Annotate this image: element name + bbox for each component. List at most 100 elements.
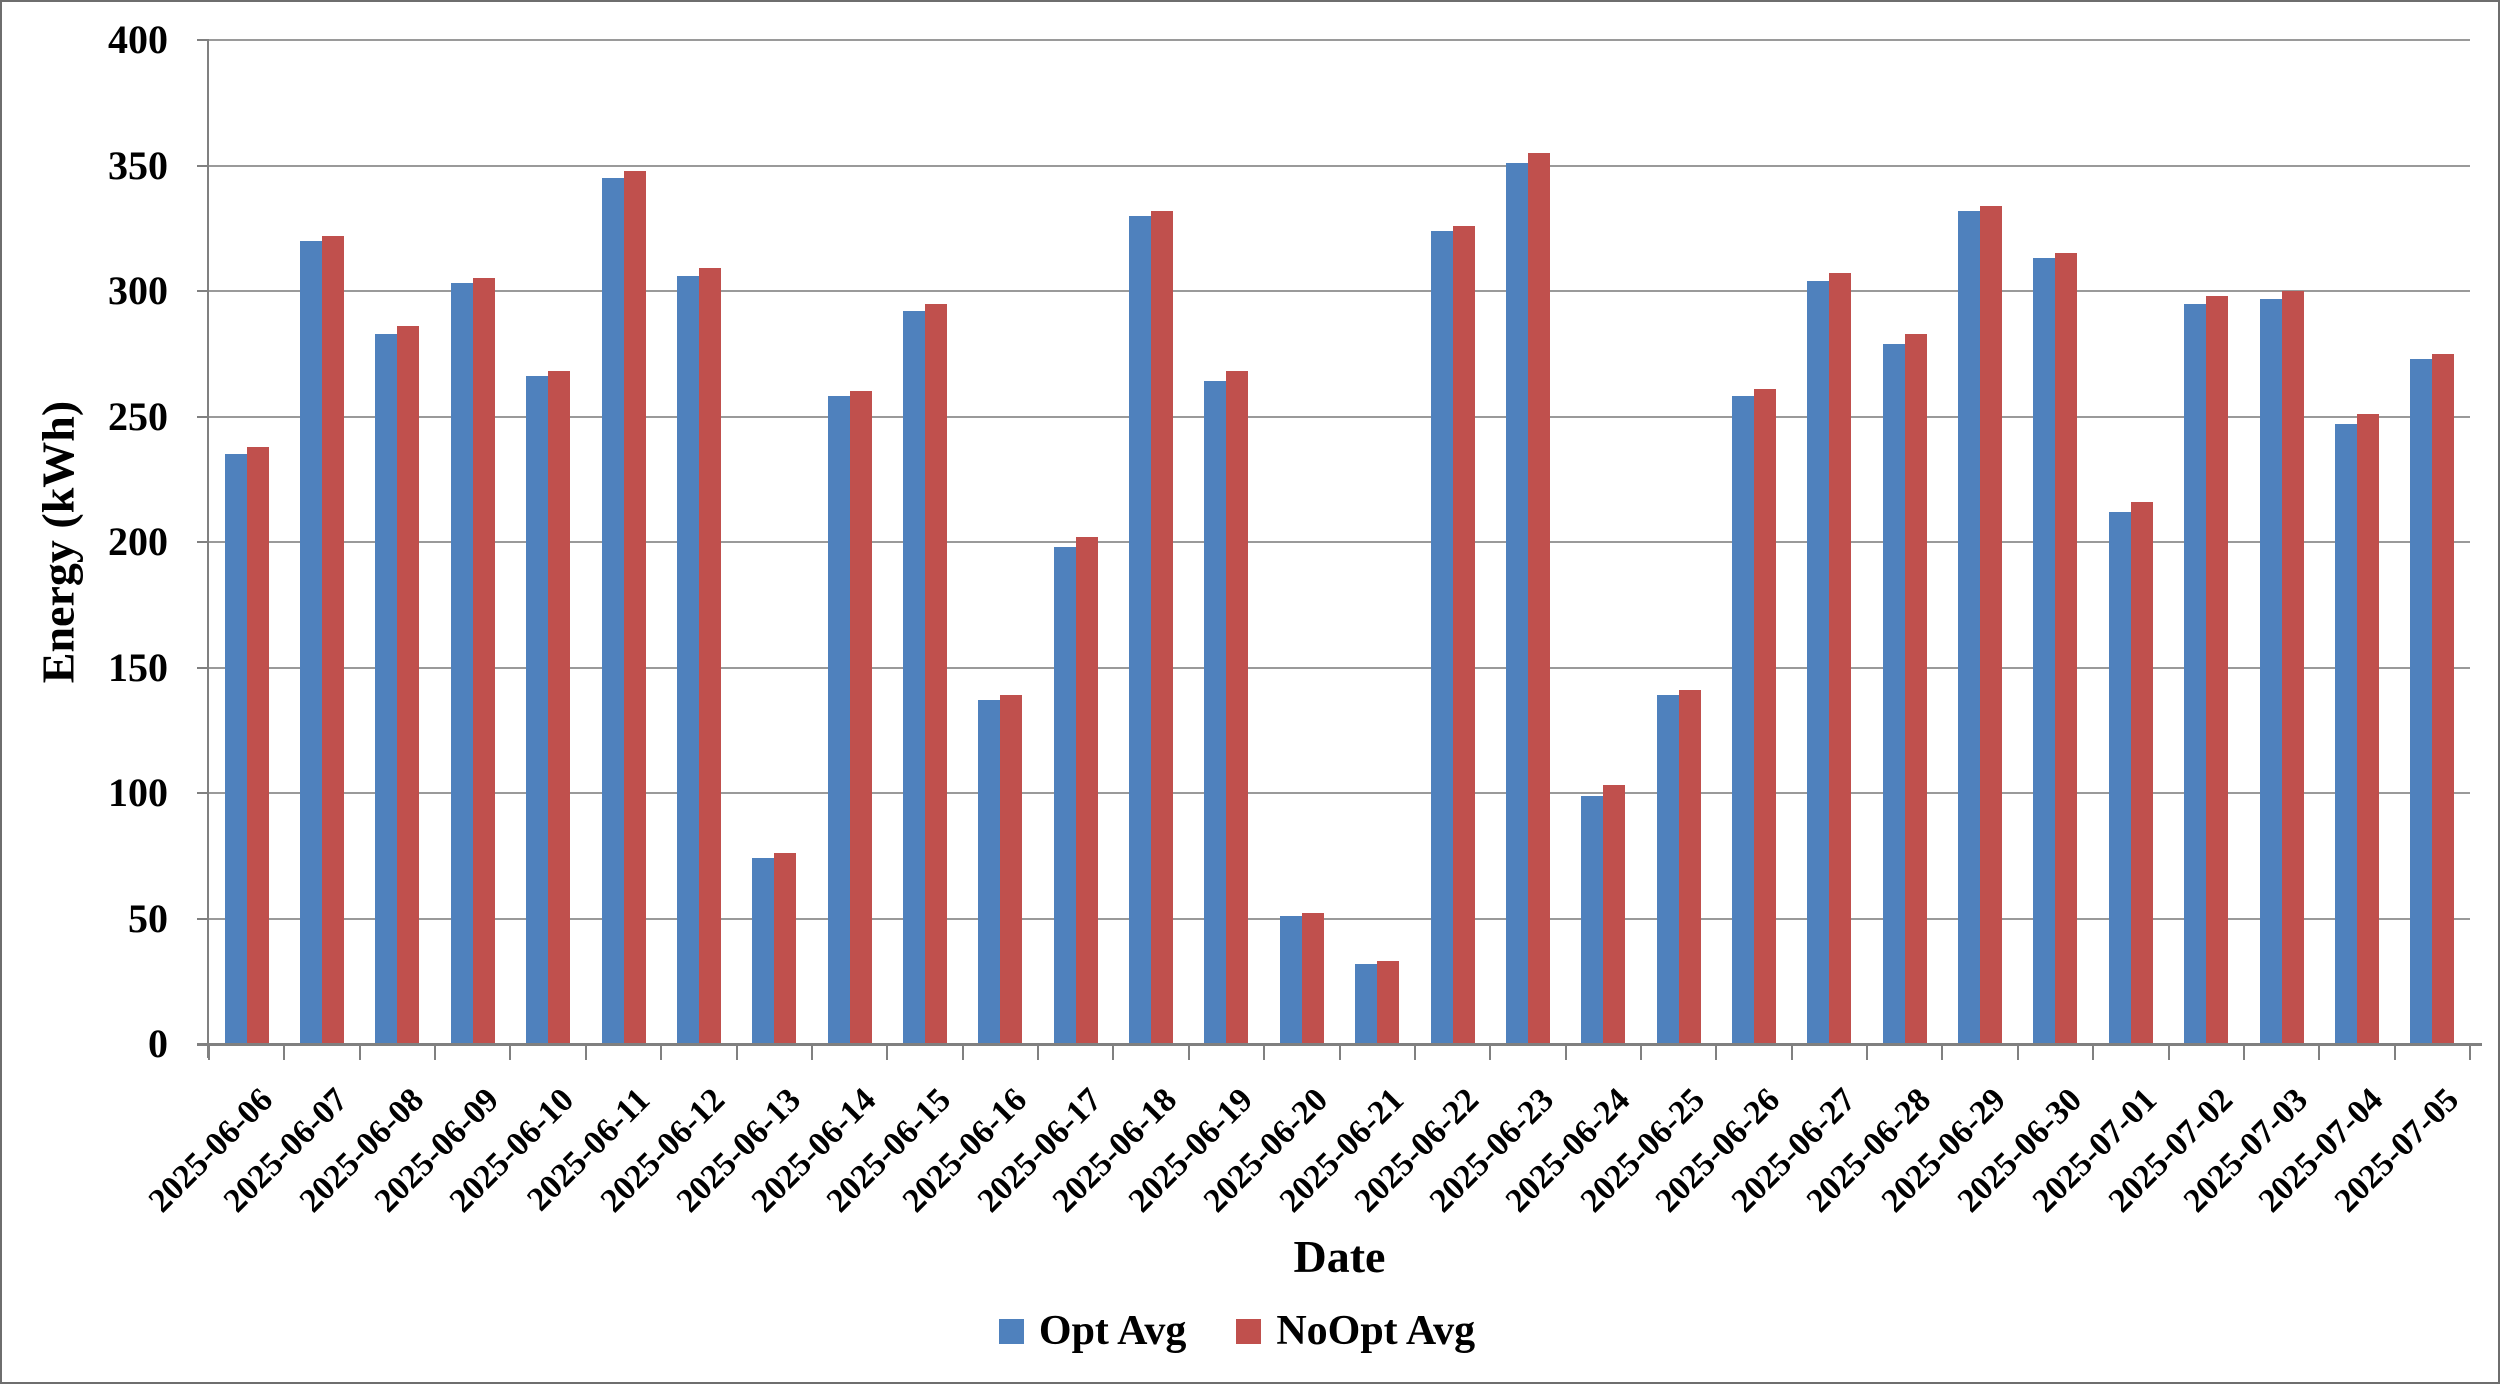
opt-bar: [1656, 695, 1679, 1044]
noopt-bar: [1678, 690, 1701, 1044]
x-axis-title: Date: [1293, 1231, 1386, 1282]
y-tick: [197, 541, 209, 543]
noopt-bar: [1301, 913, 1324, 1044]
y-tick: [197, 39, 209, 41]
opt-bar: [2334, 424, 2357, 1044]
opt-bar: [1355, 963, 1378, 1044]
x-tick: [1037, 1046, 1040, 1060]
x-tick: [660, 1046, 663, 1060]
y-tick-label: 150: [108, 644, 168, 690]
opt-bar: [1958, 210, 1981, 1044]
legend: Opt Avg NoOpt Avg: [2, 1307, 2472, 1355]
legend-item-noopt: NoOpt Avg: [1236, 1307, 1475, 1355]
x-tick: [1489, 1046, 1492, 1060]
noopt-bar: [2055, 253, 2078, 1044]
opt-bar: [902, 311, 925, 1044]
x-tick: [208, 1046, 210, 1060]
y-tick-label: 350: [108, 142, 168, 188]
x-tick: [1639, 1046, 1642, 1060]
x-tick: [584, 1046, 587, 1060]
y-tick-label: 0: [148, 1021, 168, 1066]
x-tick: [1941, 1046, 1944, 1060]
x-tick: [1263, 1046, 1266, 1060]
x-tick: [283, 1046, 286, 1060]
x-tick: [810, 1046, 813, 1060]
opt-bar: [827, 396, 850, 1044]
plot-area: [209, 39, 2470, 1044]
noopt-bar: [472, 278, 495, 1044]
x-tick: [1564, 1046, 1567, 1060]
x-tick: [2318, 1046, 2321, 1060]
legend-item-opt: Opt Avg: [998, 1307, 1186, 1355]
opt-bar: [526, 376, 549, 1044]
y-tick: [197, 666, 209, 669]
legend-label-noopt: NoOpt Avg: [1276, 1308, 1476, 1354]
gridline: [209, 541, 2470, 543]
opt-bar: [450, 283, 473, 1044]
x-tick: [1112, 1046, 1115, 1060]
x-tick: [1187, 1046, 1190, 1060]
opt-bar: [752, 858, 775, 1044]
y-tick-label: 50: [128, 895, 168, 941]
opt-bar: [1882, 343, 1905, 1044]
noopt-bar: [1603, 785, 1626, 1044]
opt-bar: [1053, 547, 1076, 1044]
opt-bar: [1807, 280, 1830, 1044]
x-tick: [509, 1046, 512, 1060]
opt-bar: [978, 700, 1001, 1044]
noopt-bar: [1377, 961, 1400, 1044]
y-tick: [197, 1043, 209, 1045]
noopt-bar: [1226, 371, 1249, 1044]
opt-bar: [676, 275, 699, 1044]
gridline: [209, 415, 2470, 418]
x-tick: [735, 1046, 738, 1060]
x-tick: [358, 1046, 361, 1060]
x-tick: [2469, 1046, 2471, 1060]
y-axis-line: [207, 40, 209, 1058]
opt-bar: [2033, 258, 2056, 1044]
x-tick: [2016, 1046, 2019, 1060]
noopt-bar: [397, 326, 420, 1044]
opt-bar: [1204, 381, 1227, 1044]
opt-bar: [1732, 396, 1755, 1044]
y-tick: [197, 290, 209, 292]
opt-bar: [2410, 358, 2433, 1044]
legend-swatch-noopt: [1236, 1318, 1262, 1344]
gridline: [209, 666, 2470, 669]
noopt-bar: [849, 391, 872, 1044]
noopt-bar: [322, 235, 345, 1044]
y-tick: [197, 917, 209, 920]
opt-bar: [300, 240, 323, 1044]
opt-bar: [1279, 916, 1302, 1044]
noopt-bar: [774, 853, 797, 1044]
noopt-bar: [1452, 225, 1475, 1044]
y-tick: [197, 792, 209, 794]
noopt-bar: [2432, 353, 2455, 1044]
noopt-bar: [1527, 152, 1550, 1044]
gridline: [209, 917, 2470, 920]
opt-bar: [1129, 215, 1152, 1044]
x-tick: [886, 1046, 889, 1060]
x-tick: [1338, 1046, 1341, 1060]
x-tick: [2167, 1046, 2170, 1060]
opt-bar: [375, 333, 398, 1044]
x-tick: [1790, 1046, 1793, 1060]
gridline: [209, 792, 2470, 794]
opt-bar: [2108, 511, 2131, 1044]
noopt-bar: [1075, 536, 1098, 1044]
x-tick: [2242, 1046, 2245, 1060]
opt-bar: [2184, 303, 2207, 1044]
x-tick: [1413, 1046, 1416, 1060]
noopt-bar: [1980, 205, 2003, 1044]
noopt-bar: [623, 170, 646, 1044]
opt-bar: [601, 178, 624, 1044]
opt-bar: [2259, 298, 2282, 1044]
x-tick: [2393, 1046, 2396, 1060]
opt-bar: [1430, 230, 1453, 1044]
gridline: [209, 164, 2470, 167]
gridline: [209, 290, 2470, 292]
y-axis-title: Energy (kWh): [32, 400, 84, 684]
noopt-bar: [2281, 291, 2304, 1044]
y-tick-label: 400: [108, 17, 168, 62]
